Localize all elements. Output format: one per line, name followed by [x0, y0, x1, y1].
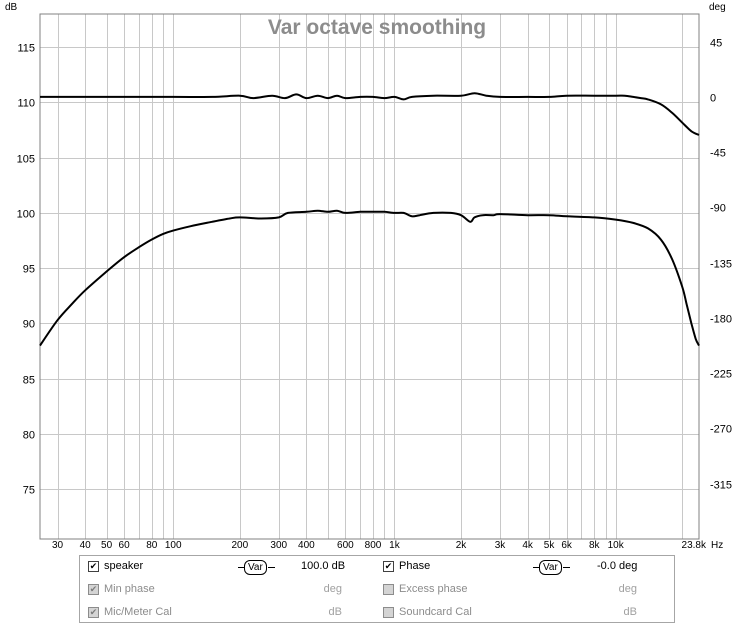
- mic-cal-label: Mic/Meter Cal: [104, 606, 172, 618]
- frequency-response-chart: Var octave smoothing dB deg 115 110 105 100…: [5, 2, 732, 551]
- y-tick-label-right: -270: [710, 424, 732, 436]
- x-tick-label: 2k: [456, 540, 468, 551]
- y-tick-label-left: 85: [23, 375, 35, 387]
- excess-phase-label: Excess phase: [399, 583, 468, 595]
- y-tick-label-left: 100: [17, 209, 35, 221]
- x-tick-label: 800: [365, 540, 382, 551]
- left-axis-unit: dB: [5, 2, 18, 13]
- y-tick-label-right: 0: [710, 93, 716, 105]
- x-tick-label: 600: [337, 540, 354, 551]
- speaker-smoothing-button[interactable]: Var: [244, 560, 267, 575]
- speaker-checkbox[interactable]: ✔: [88, 561, 99, 572]
- y-tick-label-left: 110: [17, 98, 35, 110]
- phase-smoothing-button[interactable]: Var: [539, 560, 562, 575]
- y-tick-label-right: -225: [710, 369, 732, 381]
- phase-label: Phase: [399, 560, 431, 572]
- x-tick-label: 300: [270, 540, 287, 551]
- left-tick-labels: 115 110 105 100 95 90 85 80 75: [17, 43, 35, 497]
- y-tick-label-left: 105: [17, 154, 35, 166]
- y-tick-label-left: 75: [23, 485, 35, 497]
- x-tick-label: 400: [298, 540, 315, 551]
- x-axis-unit: Hz: [711, 540, 723, 551]
- x-tick-label: 4k: [522, 540, 534, 551]
- excess-phase-unit: deg: [618, 583, 637, 595]
- x-tick-label: 10k: [608, 540, 625, 551]
- y-tick-label-left: 95: [23, 264, 35, 276]
- phase-value: -0.0 deg: [597, 560, 638, 572]
- plot-frame: [39, 13, 700, 540]
- soundcard-cal-unit: dB: [623, 606, 637, 618]
- vertical-grid: [58, 14, 683, 539]
- y-tick-label-left: 80: [23, 430, 35, 442]
- y-tick-label-right: -180: [710, 314, 732, 326]
- x-tick-label: 100: [165, 540, 182, 551]
- x-tick-label: 1k: [389, 540, 401, 551]
- x-tick-label: 30: [52, 540, 64, 551]
- x-tick-label: 60: [119, 540, 131, 551]
- right-axis-unit: deg: [709, 2, 726, 13]
- right-tick-labels: 45 0 -45 -90 -135 -180 -225 -270 -315: [710, 38, 732, 492]
- y-tick-label-right: -90: [710, 203, 726, 215]
- series-line-speaker: [39, 209, 700, 347]
- legend-panel: ✔ speaker Var 100.0 dB ✔ Phase Var -0.0 …: [79, 555, 675, 623]
- y-tick-label-right: -135: [710, 259, 732, 271]
- legend-row-mic-cal: ✔ Mic/Meter Cal dB Soundcard Cal dB: [80, 604, 674, 624]
- series-layer: [39, 92, 700, 347]
- phase-line-sample: [533, 567, 540, 568]
- x-tick-labels: 30 40 50 60 80 100 200 300 400 600 800 1k 2k 3k 4k 5k 6k…: [52, 540, 707, 551]
- x-tick-label: 200: [231, 540, 248, 551]
- speaker-line-sample: [268, 567, 275, 568]
- x-tick-label: 3k: [495, 540, 507, 551]
- y-tick-label-right: 45: [710, 38, 722, 50]
- speaker-label: speaker: [104, 560, 144, 572]
- chart-title: Var octave smoothing: [268, 16, 486, 39]
- y-tick-label-left: 115: [17, 43, 35, 55]
- mic-cal-checkbox[interactable]: ✔: [88, 607, 99, 618]
- mic-cal-unit: dB: [328, 606, 342, 618]
- legend-row-speaker: ✔ speaker Var 100.0 dB ✔ Phase Var -0.0 …: [80, 558, 674, 578]
- min-phase-checkbox[interactable]: ✔: [88, 584, 99, 595]
- x-tick-label: 40: [80, 540, 92, 551]
- x-tick-label: 6k: [561, 540, 573, 551]
- x-tick-label: 50: [101, 540, 113, 551]
- min-phase-label: Min phase: [104, 583, 155, 595]
- x-tick-label: 80: [146, 540, 158, 551]
- phase-line-sample: [563, 567, 570, 568]
- x-tick-label: 8k: [589, 540, 601, 551]
- legend-row-min-phase: ✔ Min phase deg Excess phase deg: [80, 581, 674, 601]
- horizontal-grid: [40, 47, 699, 490]
- series-line-phase: [40, 92, 700, 136]
- speaker-value: 100.0 dB: [301, 560, 346, 572]
- soundcard-cal-checkbox[interactable]: [383, 607, 394, 618]
- phase-checkbox[interactable]: ✔: [383, 561, 394, 572]
- x-tick-label: 5k: [544, 540, 556, 551]
- min-phase-unit: deg: [323, 583, 342, 595]
- y-tick-label-right: -45: [710, 148, 726, 160]
- speaker-line-sample: [238, 567, 245, 568]
- y-tick-label-right: -315: [710, 480, 732, 492]
- x-tick-label: 23.8k: [682, 540, 707, 551]
- excess-phase-checkbox[interactable]: [383, 584, 394, 595]
- y-tick-label-left: 90: [23, 319, 35, 331]
- soundcard-cal-label: Soundcard Cal: [399, 606, 472, 618]
